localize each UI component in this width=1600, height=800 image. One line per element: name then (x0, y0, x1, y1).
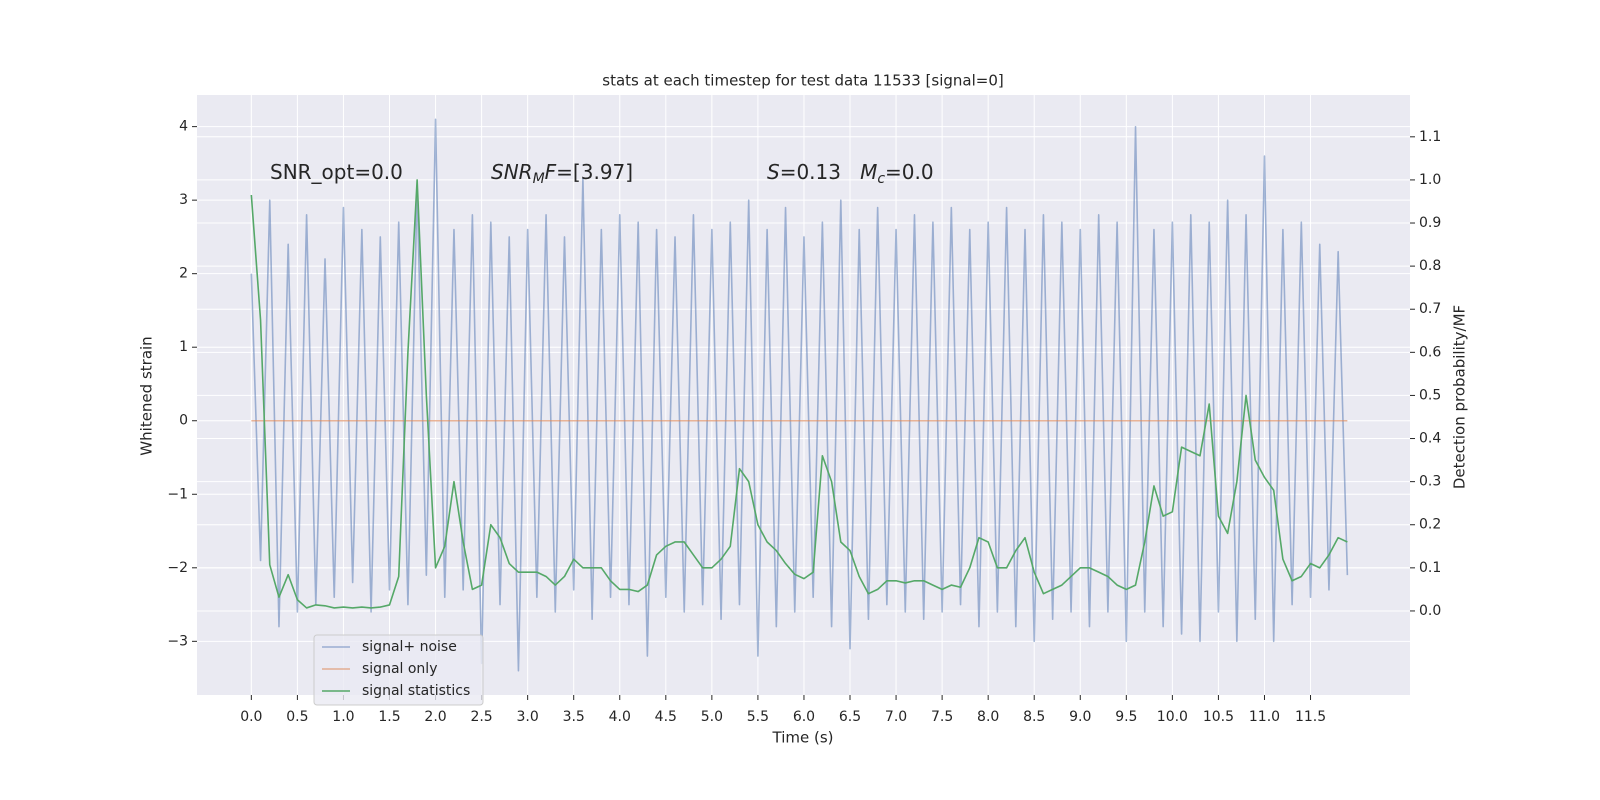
x-tick-label: 2.5 (470, 709, 492, 725)
x-tick-label: 6.5 (839, 709, 861, 725)
x-tick-label: 11.5 (1295, 709, 1326, 725)
x-tick-label: 3.0 (517, 709, 539, 725)
annotation-part: SNR (491, 160, 533, 184)
annotation-part: F (545, 160, 557, 184)
grid (197, 95, 1410, 695)
series-line (250, 179, 1348, 609)
y2-tick-label: 0.2 (1419, 517, 1441, 533)
y-tick-label: 4 (179, 119, 188, 135)
y-tick-label: −3 (167, 633, 188, 649)
legend-box (313, 634, 484, 706)
ticks: 0.0 0.5 1.0 1.5 2.0 2.5 3.0 3.5 4.0 4.5 5.0 5.5 6.0 6… (167, 119, 1441, 725)
y2-tick-label: 0.5 (1419, 387, 1441, 403)
y2-axis-label: Detection probability/MF (1451, 305, 1469, 489)
y2-tick-label: 0.8 (1419, 258, 1441, 274)
y-axis-label: Whitened strain (138, 336, 156, 455)
x-tick-label: 0.0 (240, 709, 262, 725)
x-tick-label: 10.5 (1203, 709, 1234, 725)
legend-label: signal statistics (362, 683, 470, 699)
x-tick-label: 3.5 (563, 709, 585, 725)
x-tick-label: 6.0 (793, 709, 815, 725)
chart-title: stats at each timestep for test data 115… (602, 72, 1003, 90)
x-tick-label: 2.0 (424, 709, 446, 725)
x-tick-label: 9.0 (1069, 709, 1091, 725)
series-line (250, 118, 1349, 672)
x-tick-label: 0.5 (286, 709, 308, 725)
annotation-part: M (533, 171, 545, 187)
x-tick-label: 7.0 (885, 709, 907, 725)
y-tick-label: 1 (179, 339, 188, 355)
y2-tick-label: 1.1 (1419, 129, 1441, 145)
legend-label: signal only (362, 661, 437, 677)
annotation-part: =[3.97] (556, 160, 633, 184)
x-tick-label: 1.0 (332, 709, 354, 725)
x-tick-label: 4.0 (609, 709, 631, 725)
annotations: SNR_opt=0.0 SNRMF=[3.97] S=0.13 Mc=0.0 (270, 160, 934, 188)
x-tick-label: 9.5 (1115, 709, 1137, 725)
x-tick-label: 8.0 (977, 709, 999, 725)
annotation-part: SNR_opt=0.0 (270, 160, 403, 184)
x-tick-label: 5.5 (747, 709, 769, 725)
annotation: S=0.13 Mc=0.0 (767, 160, 934, 188)
y-tick-label: 2 (179, 266, 188, 282)
x-tick-label: 1.5 (378, 709, 400, 725)
annotation-part: S (767, 160, 780, 184)
y-tick-label: 3 (179, 192, 188, 208)
y-tick-label: −2 (167, 560, 188, 576)
y2-tick-label: 0.1 (1419, 560, 1441, 576)
annotation-part: =0.13 (780, 160, 860, 184)
annotation: SNRMF=[3.97] (491, 160, 633, 188)
x-tick-label: 4.5 (655, 709, 677, 725)
annotation-part: c (877, 171, 885, 187)
annotation: SNR_opt=0.0 (270, 160, 403, 184)
legend: signal+ noise signal only signal statistic… (313, 634, 484, 706)
x-tick-label: 8.5 (1023, 709, 1045, 725)
y2-tick-label: 0.3 (1419, 474, 1441, 490)
y2-tick-label: 0.9 (1419, 215, 1441, 231)
legend-label: signal+ noise (362, 639, 457, 655)
annotation-part: =0.0 (885, 160, 934, 184)
y2-tick-label: 0.0 (1419, 603, 1441, 619)
x-tick-label: 7.5 (931, 709, 953, 725)
x-tick-label: 11.0 (1249, 709, 1280, 725)
y2-tick-label: 0.6 (1419, 344, 1441, 360)
x-axis-label: Time (s) (772, 729, 834, 747)
y2-tick-label: 0.7 (1419, 301, 1441, 317)
y-tick-label: 0 (179, 413, 188, 429)
x-tick-label: 10.0 (1157, 709, 1188, 725)
y2-tick-label: 0.4 (1419, 431, 1441, 447)
annotation-part: M (860, 160, 877, 184)
y2-tick-label: 1.0 (1419, 172, 1441, 188)
marks (250, 118, 1349, 672)
x-tick-label: 5.0 (701, 709, 723, 725)
y-tick-label: −1 (167, 486, 188, 502)
